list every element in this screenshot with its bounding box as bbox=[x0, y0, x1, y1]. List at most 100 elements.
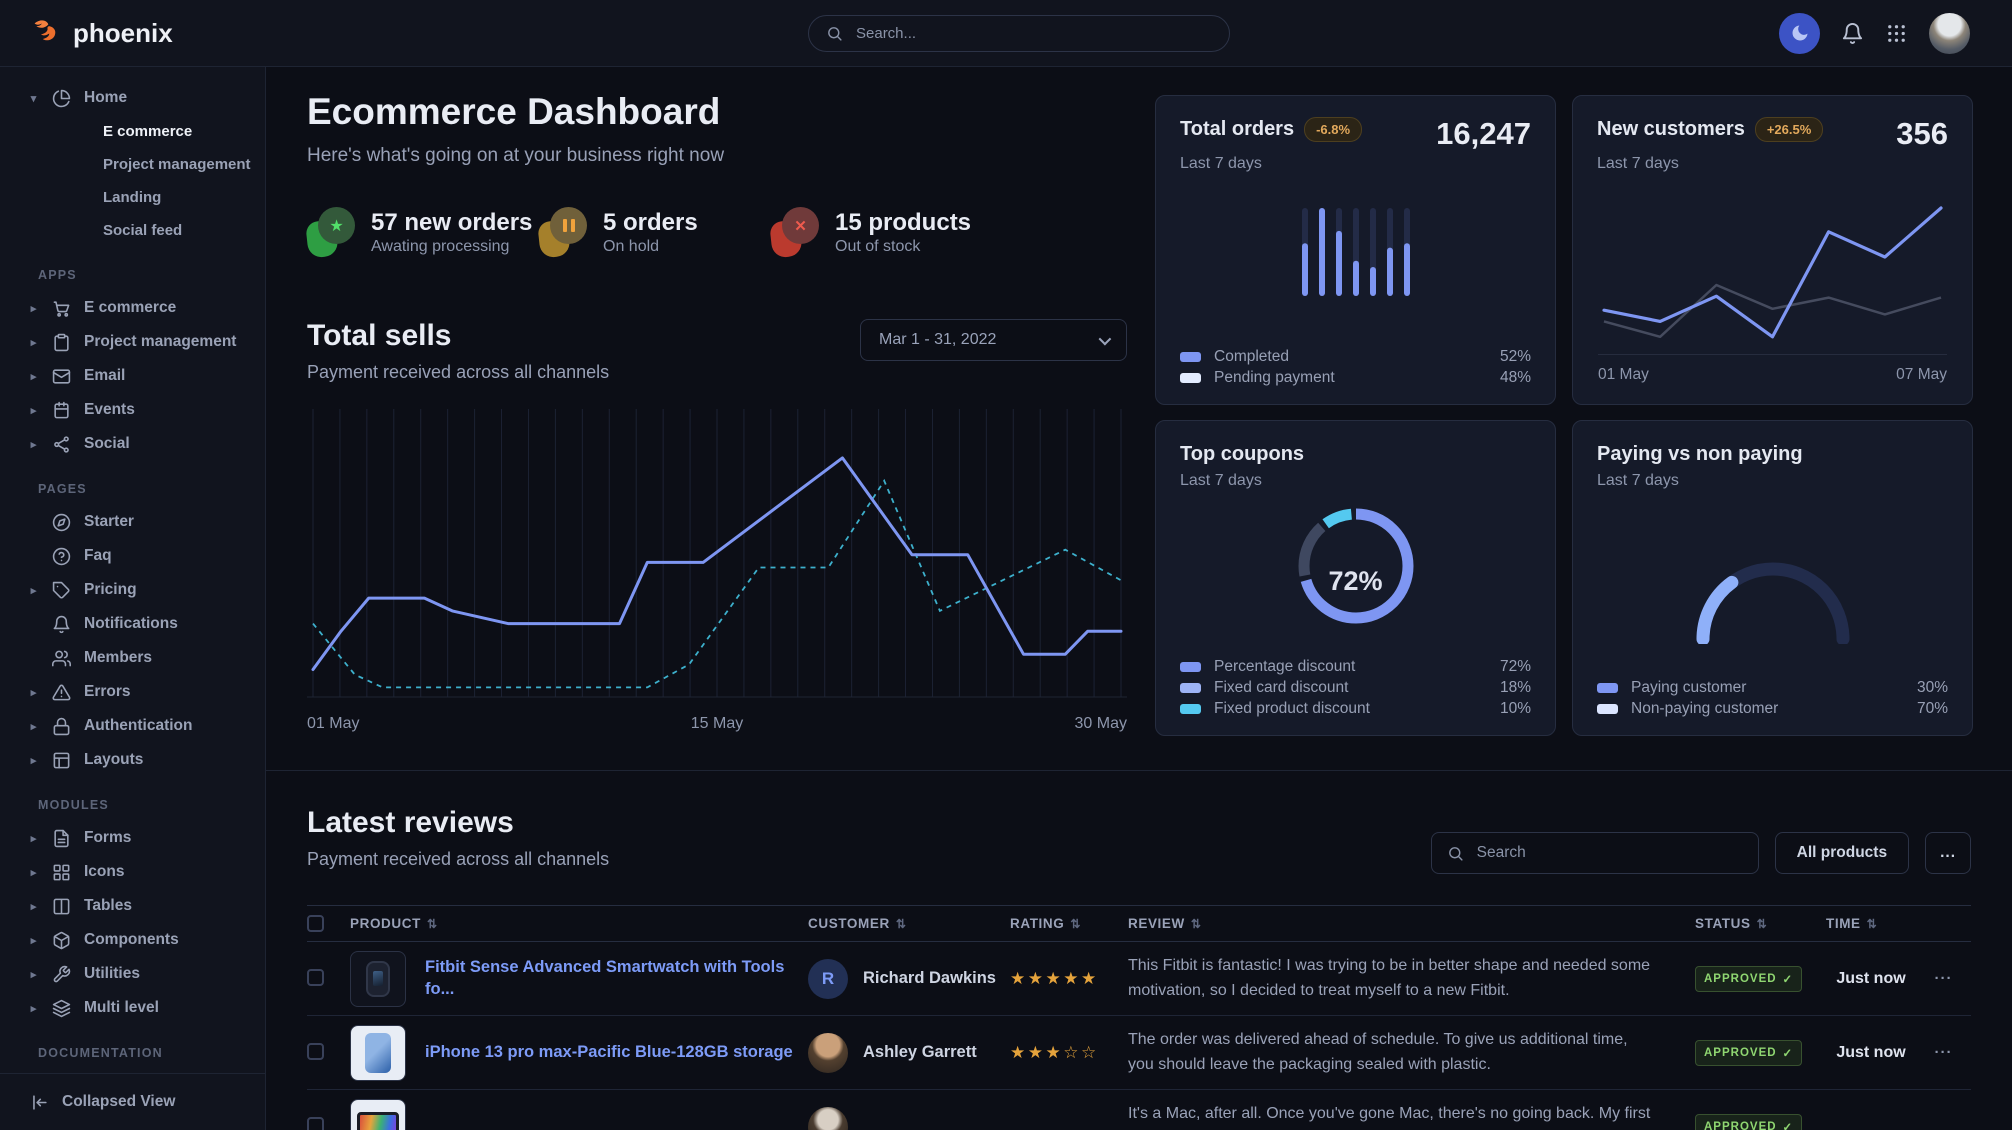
product-image bbox=[350, 1098, 406, 1130]
header-checkbox-cell bbox=[307, 915, 350, 932]
reviews-subtitle: Payment received across all channels bbox=[307, 849, 610, 869]
sidebar-item-tables[interactable]: ▸ Tables bbox=[0, 889, 265, 923]
column-header-review[interactable]: REVIEW ⇅ bbox=[1128, 916, 1202, 931]
reviews-search-input[interactable] bbox=[1474, 843, 1743, 863]
sidebar-item-e-commerce[interactable]: ▸ E commerce bbox=[0, 291, 265, 325]
cart-icon bbox=[52, 299, 71, 318]
navbar-actions bbox=[1779, 12, 1970, 54]
sidebar-item-utilities[interactable]: ▸ Utilities bbox=[0, 957, 265, 991]
sidebar-item-project-management[interactable]: ▸ Project management bbox=[0, 325, 265, 359]
table-row: It's a Mac, after all. Once you've gone … bbox=[307, 1090, 1971, 1130]
user-avatar[interactable] bbox=[1929, 12, 1970, 54]
caret-right-icon: ▸ bbox=[30, 832, 37, 845]
caret-right-icon: ▸ bbox=[30, 404, 37, 417]
table-row: iPhone 13 pro max-Pacific Blue-128GB sto… bbox=[307, 1016, 1971, 1090]
apps-menu-button[interactable] bbox=[1885, 22, 1908, 45]
legend-label: Percentage discount bbox=[1214, 657, 1356, 675]
sidebar-subitem-e-commerce[interactable]: E commerce bbox=[103, 123, 193, 140]
column-header-time[interactable]: TIME ⇅ bbox=[1826, 916, 1878, 931]
column-header-product[interactable]: PRODUCT ⇅ bbox=[350, 916, 438, 931]
select-all-checkbox[interactable] bbox=[307, 915, 324, 932]
sidebar-item-faq[interactable]: Faq bbox=[0, 539, 265, 573]
page-title: Ecommerce Dashboard bbox=[307, 91, 721, 132]
sidebar-item-events[interactable]: ▸ Events bbox=[0, 393, 265, 427]
reviews-search[interactable] bbox=[1430, 832, 1759, 874]
sidebar-item-home[interactable]: ▾ Home bbox=[0, 81, 265, 115]
x-tick: 07 May bbox=[1896, 366, 1947, 383]
total-sells-subtitle: Payment received across all channels bbox=[307, 362, 610, 382]
page-subtitle: Here's what's going on at your business … bbox=[307, 145, 725, 166]
review-text: It's a Mac, after all. Once you've gone … bbox=[1128, 1104, 1651, 1130]
new-customers-line-chart bbox=[1598, 191, 1947, 346]
sidebar-item-label: E commerce bbox=[84, 299, 177, 316]
sidebar-item-starter[interactable]: Starter bbox=[0, 505, 265, 539]
sidebar-item-multi-level[interactable]: ▸ Multi level bbox=[0, 991, 265, 1025]
legend-value: 30% bbox=[1916, 678, 1948, 696]
sidebar-item-label: Forms bbox=[84, 829, 132, 846]
sidebar-item-social[interactable]: ▸ Social bbox=[0, 427, 265, 461]
sidebar-item-layouts[interactable]: ▸ Layouts bbox=[0, 743, 265, 777]
box-icon bbox=[52, 931, 71, 950]
status-badge: APPROVED ✓ bbox=[1695, 1039, 1803, 1066]
collapse-icon bbox=[30, 1093, 49, 1112]
sidebar-item-members[interactable]: Members bbox=[0, 641, 265, 675]
column-header-customer[interactable]: CUSTOMER ⇅ bbox=[808, 916, 907, 931]
card-title: Total orders bbox=[1180, 118, 1295, 140]
clipboard-icon bbox=[52, 333, 71, 352]
legend-label: Pending payment bbox=[1214, 368, 1335, 386]
total-sells-title: Total sells bbox=[307, 319, 452, 352]
layout-icon bbox=[52, 751, 71, 770]
sidebar-item-pricing[interactable]: ▸ Pricing bbox=[0, 573, 265, 607]
sidebar-item-label: Tables bbox=[84, 897, 132, 914]
product-link[interactable]: iPhone 13 pro max-Pacific Blue-128GB sto… bbox=[425, 1042, 793, 1061]
x-tick: 15 May bbox=[690, 715, 744, 732]
global-search-input[interactable] bbox=[854, 24, 1212, 43]
card-title: Top coupons bbox=[1180, 443, 1305, 465]
rating-stars: ★★★★★ bbox=[1010, 968, 1099, 988]
trend-badge: +26.5% bbox=[1754, 117, 1824, 142]
sidebar-subitem-landing[interactable]: Landing bbox=[103, 189, 162, 206]
stat-out-of-stock: ✕ 15 products Out of stock bbox=[769, 207, 1003, 259]
notifications-button[interactable] bbox=[1841, 22, 1864, 45]
sidebar-item-email[interactable]: ▸ Email bbox=[0, 359, 265, 393]
new-customers-x-axis: 01 May 07 May bbox=[1598, 366, 1947, 384]
wrench-icon bbox=[52, 965, 71, 984]
stat-value: 5 orders bbox=[603, 209, 698, 236]
sidebar-item-components[interactable]: ▸ Components bbox=[0, 923, 265, 957]
latest-reviews-section: Latest reviews Payment received across a… bbox=[266, 770, 2012, 1130]
collapse-sidebar-button[interactable]: Collapsed View bbox=[0, 1073, 265, 1130]
file-icon bbox=[52, 829, 71, 848]
sidebar-item-forms[interactable]: ▸ Forms bbox=[0, 821, 265, 855]
reviews-menu-button[interactable]: ... bbox=[1925, 832, 1971, 874]
row-menu-button[interactable]: ··· bbox=[1916, 1043, 1971, 1062]
legend-swatch bbox=[1180, 703, 1201, 714]
on-hold-pause-icon bbox=[537, 207, 587, 259]
all-products-button[interactable]: All products bbox=[1774, 832, 1910, 874]
theme-toggle-button[interactable] bbox=[1779, 12, 1820, 54]
legend-value: 72% bbox=[1499, 657, 1531, 675]
stat-orders-on-hold: 5 orders On hold bbox=[537, 207, 771, 259]
row-checkbox[interactable] bbox=[307, 1042, 324, 1060]
users-icon bbox=[52, 649, 71, 668]
row-menu-button[interactable]: ··· bbox=[1916, 969, 1971, 988]
sidebar-item-errors[interactable]: ▸ Errors bbox=[0, 675, 265, 709]
legend-swatch bbox=[1180, 351, 1201, 362]
date-range-select[interactable]: Mar 1 - 31, 2022 bbox=[860, 319, 1127, 361]
sidebar-subitem-social-feed[interactable]: Social feed bbox=[103, 222, 183, 239]
sidebar-item-icons[interactable]: ▸ Icons bbox=[0, 855, 265, 889]
column-header-status[interactable]: STATUS ⇅ bbox=[1695, 916, 1768, 931]
column-header-rating[interactable]: RATING ⇅ bbox=[1010, 916, 1081, 931]
brand-name: phoenix bbox=[73, 17, 173, 48]
sidebar-item-notifications[interactable]: Notifications bbox=[0, 607, 265, 641]
product-link[interactable]: Fitbit Sense Advanced Smartwatch with To… bbox=[425, 958, 785, 998]
sidebar-subitem-project-management[interactable]: Project management bbox=[103, 156, 251, 173]
global-search[interactable] bbox=[808, 15, 1230, 52]
sidebar-item-authentication[interactable]: ▸ Authentication bbox=[0, 709, 265, 743]
help-icon bbox=[52, 547, 71, 566]
row-checkbox[interactable] bbox=[307, 1116, 324, 1130]
status-badge: APPROVED ✓ bbox=[1695, 1113, 1803, 1130]
row-checkbox[interactable] bbox=[307, 968, 324, 986]
card-value: 16,247 bbox=[1436, 116, 1531, 151]
bell-icon bbox=[1841, 22, 1864, 45]
brand-logo[interactable]: phoenix bbox=[30, 17, 173, 50]
